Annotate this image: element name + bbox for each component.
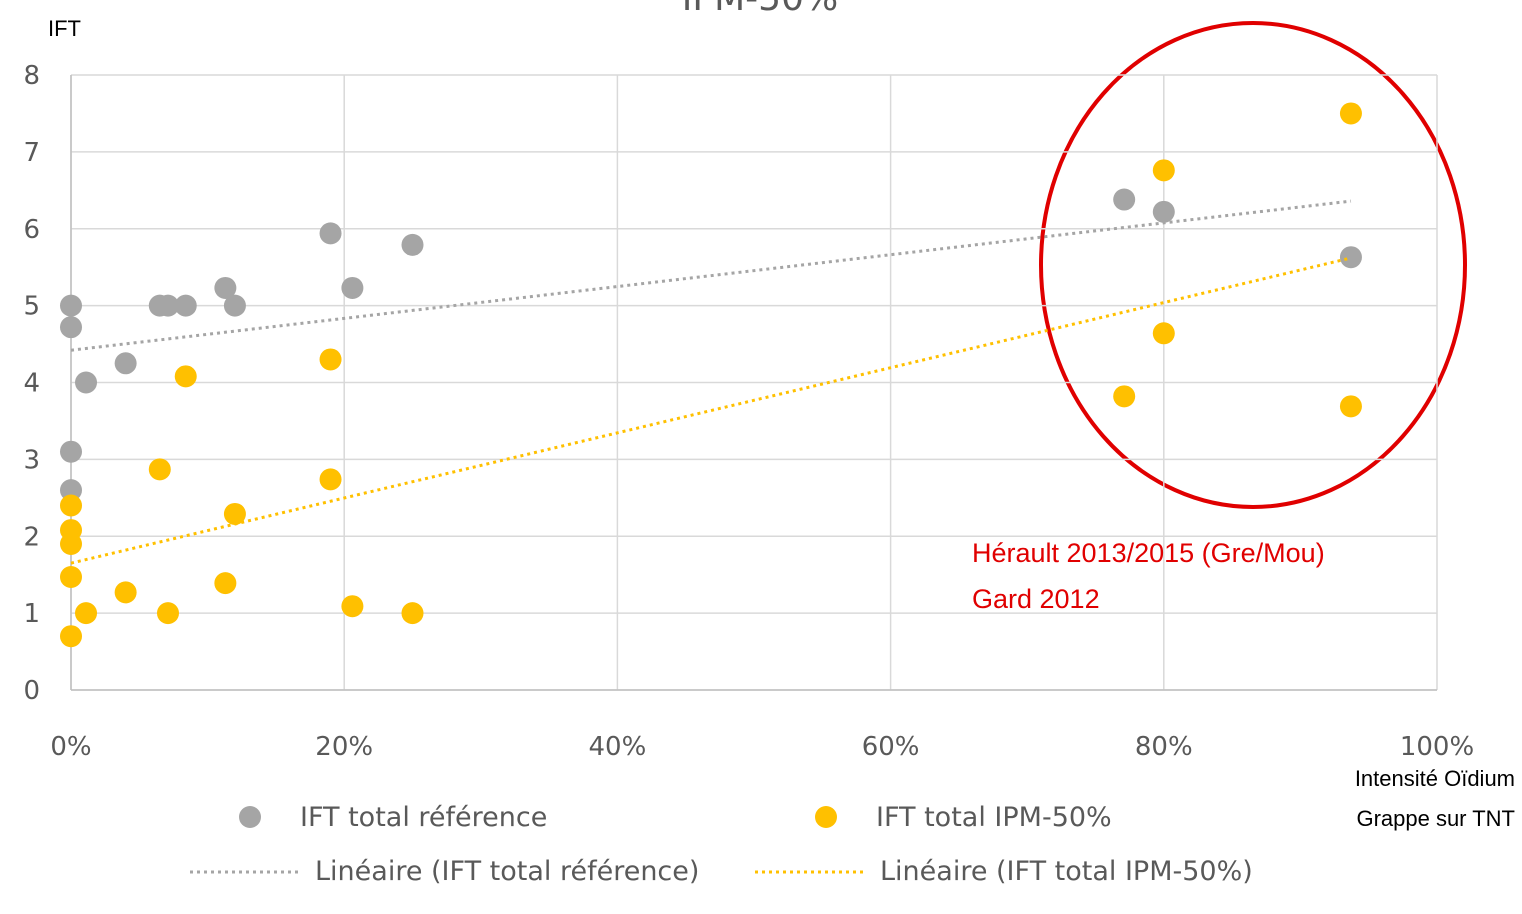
- point: [174, 365, 197, 388]
- point: [214, 572, 237, 595]
- y-tick-label: 8: [23, 61, 40, 91]
- point: [60, 294, 82, 317]
- point: [114, 581, 137, 604]
- point: [401, 233, 424, 256]
- point: [319, 348, 342, 371]
- point: [1339, 102, 1362, 125]
- x-tick-label: 100%: [1400, 732, 1474, 762]
- point: [1339, 395, 1362, 418]
- trend-line: [70, 256, 1352, 565]
- point: [60, 479, 82, 502]
- x-tick-label: 40%: [589, 732, 647, 762]
- legend-label: IFT total référence: [300, 802, 547, 833]
- point: [401, 602, 424, 625]
- x-tick-label: 0%: [50, 732, 91, 762]
- legend-label: Linéaire (IFT total référence): [315, 856, 699, 887]
- annotation: Gard 2012: [972, 584, 1100, 614]
- point: [1152, 159, 1175, 182]
- y-tick-label: 1: [23, 599, 40, 629]
- point: [1113, 188, 1136, 211]
- point: [174, 294, 197, 317]
- point: [60, 565, 82, 588]
- point: [60, 316, 82, 339]
- y-tick-label: 6: [23, 215, 40, 245]
- point: [1152, 200, 1175, 223]
- y-tick-label: 3: [23, 445, 40, 475]
- y-tick-label: 0: [23, 676, 40, 706]
- trend-line: [70, 199, 1352, 352]
- x-tick-label: 80%: [1135, 732, 1193, 762]
- point: [60, 625, 82, 648]
- chart-title: IPM-50%: [682, 0, 838, 19]
- point: [214, 276, 237, 299]
- y-tick-label: 4: [23, 369, 40, 399]
- point: [341, 276, 364, 299]
- y-tick-label: 7: [23, 138, 40, 168]
- legend-label: IFT total IPM-50%: [876, 802, 1112, 833]
- point: [223, 502, 246, 525]
- point: [75, 371, 98, 394]
- legend-swatch: [239, 806, 261, 828]
- point: [341, 595, 364, 618]
- point: [75, 602, 98, 625]
- point: [319, 468, 342, 491]
- point: [1152, 322, 1175, 345]
- y-tick-label: 5: [23, 292, 40, 322]
- highlight-ellipse: [1039, 21, 1467, 509]
- legend-label: Linéaire (IFT total IPM-50%): [880, 856, 1253, 887]
- y-tick-label: 2: [23, 522, 40, 552]
- point: [1113, 385, 1136, 408]
- point: [156, 294, 179, 317]
- x-tick-label: 20%: [315, 732, 373, 762]
- legend-swatch: [815, 806, 837, 828]
- point: [60, 494, 82, 517]
- point: [319, 222, 342, 245]
- annotation: Hérault 2013/2015 (Gre/Mou): [972, 538, 1325, 568]
- point: [114, 352, 137, 375]
- point: [148, 458, 171, 481]
- point: [60, 532, 82, 555]
- point: [223, 294, 246, 317]
- x-axis-label: Intensité Oïdium: [1355, 766, 1515, 791]
- point: [60, 440, 82, 463]
- point: [1339, 246, 1362, 269]
- x-tick-label: 60%: [862, 732, 920, 762]
- point: [156, 602, 179, 625]
- x-axis-label: Grappe sur TNT: [1356, 806, 1515, 831]
- y-axis-label: IFT: [48, 16, 81, 41]
